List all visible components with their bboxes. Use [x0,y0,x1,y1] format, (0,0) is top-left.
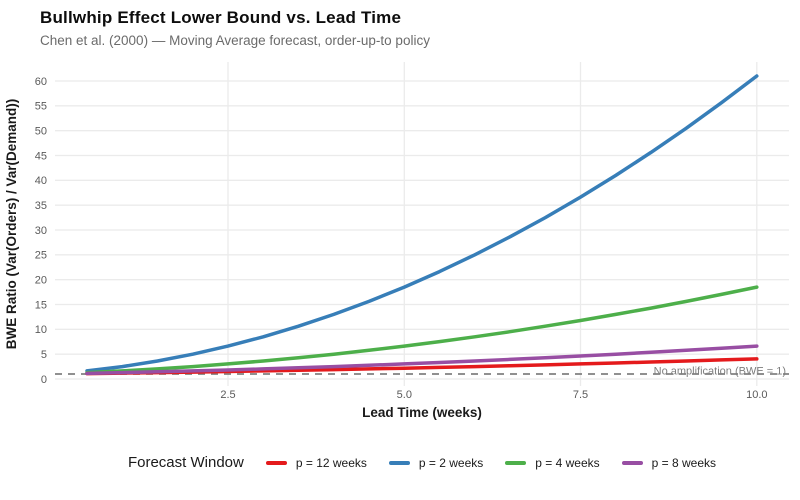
x-tick-label: 10.0 [746,389,767,401]
y-tick-label: 5 [41,349,47,361]
y-tick-label: 15 [35,299,47,311]
axis-tick-labels: 0 5 10 15 20 25 30 35 40 45 50 55 60 2.5 5.0 7.5 10.0 [35,76,768,401]
y-tick-label: 0 [41,374,47,386]
y-tick-label: 10 [35,324,47,336]
legend-label: p = 4 weeks [535,455,600,470]
y-tick-label: 60 [35,76,47,88]
y-axis-title: BWE Ratio (Var(Orders) / Var(Demand)) [4,99,19,350]
series-line-p-8-weeks [85,344,759,376]
chart-title: Bullwhip Effect Lower Bound vs. Lead Tim… [40,8,402,27]
legend-item-p8: p = 8 weeks [621,455,717,470]
gridlines [55,62,789,386]
y-tick-label: 40 [35,175,47,187]
legend: Forecast Window p = 12 weeks p = 2 weeks… [0,454,800,471]
legend-title: Forecast Window [127,454,244,471]
y-tick-label: 50 [35,126,47,138]
series-lines [85,74,759,376]
series-line-p-2-weeks [85,74,759,373]
legend-label: p = 8 weeks [651,455,717,470]
y-tick-label: 55 [35,101,47,113]
y-tick-label: 25 [35,250,47,262]
x-tick-label: 2.5 [220,389,235,401]
series-line-p-4-weeks [85,285,759,375]
legend-key-purple-line [621,460,643,465]
plot-area: 0 5 10 15 20 25 30 35 40 45 50 55 60 2.5 5.0 7.5 10.0 No… [4,62,789,420]
legend-key-red-line [265,460,287,465]
y-tick-label: 20 [35,275,47,287]
y-tick-label: 35 [35,200,47,212]
reference-line-label: No amplification (BWE = 1) [654,366,786,378]
x-tick-label: 7.5 [573,389,588,401]
chart-subtitle: Chen et al. (2000) — Moving Average fore… [40,33,430,48]
legend-label: p = 12 weeks [295,455,367,470]
y-tick-label: 30 [35,225,47,237]
legend-label: p = 2 weeks [418,455,484,470]
legend-key-green-line [505,460,527,465]
x-axis-title: Lead Time (weeks) [362,405,482,420]
legend-item-p12: p = 12 weeks [265,455,367,470]
x-tick-label: 5.0 [397,389,412,401]
legend-item-p2: p = 2 weeks [388,455,484,470]
y-tick-label: 45 [35,150,47,162]
legend-item-p4: p = 4 weeks [505,455,600,470]
legend-key-blue-line [388,460,410,465]
